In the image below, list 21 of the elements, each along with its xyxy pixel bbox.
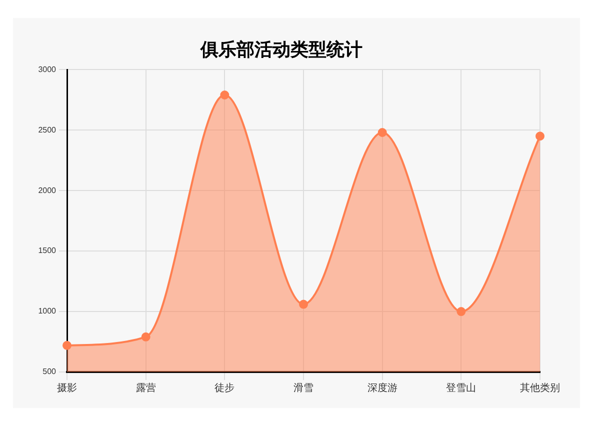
x-tick-label: 其他类别 xyxy=(520,382,560,394)
y-tick-label: 2500 xyxy=(38,125,57,134)
point xyxy=(141,332,150,342)
point xyxy=(220,90,230,100)
point xyxy=(536,132,544,141)
point xyxy=(62,340,72,350)
y-tick-label: 3000 xyxy=(38,64,57,74)
x-tick-label: 露营 xyxy=(136,382,156,394)
point xyxy=(456,307,466,316)
x-tick-label: 深度游 xyxy=(367,382,398,394)
x-tick-label: 登雪山 xyxy=(446,382,476,394)
y-tick-label: 1500 xyxy=(38,246,57,256)
x-tick-label: 摄影 xyxy=(57,382,77,394)
x-tick-label: 滑雪 xyxy=(294,382,314,394)
point xyxy=(378,128,387,137)
chart-title: 俱乐部活动类型统计 xyxy=(200,39,362,60)
point xyxy=(299,300,308,309)
y-tick-label: 2000 xyxy=(38,186,57,195)
y-tick-label: 500 xyxy=(42,367,57,376)
y-tick-label: 1000 xyxy=(38,306,57,316)
x-tick-label: 徒步 xyxy=(214,382,235,394)
